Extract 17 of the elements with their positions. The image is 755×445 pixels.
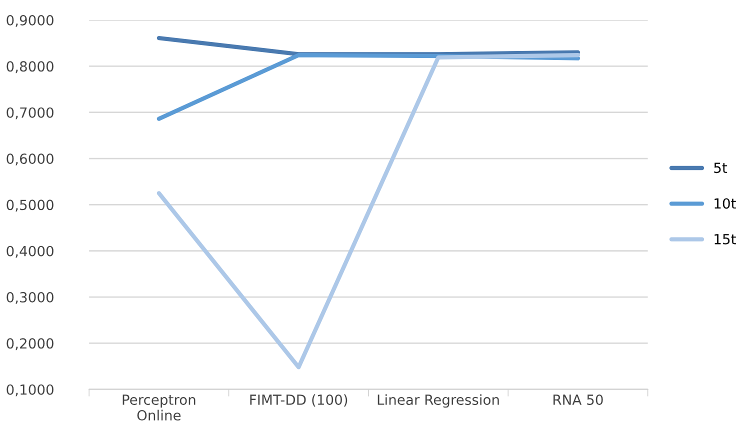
y-tick-label: 0,2000: [6, 338, 54, 350]
x-tick-label: RNA 50: [554, 394, 603, 405]
legend-label: 10t: [714, 198, 736, 209]
y-tick-label: 0,3000: [6, 292, 54, 304]
y-tick-label: 0,7000: [6, 107, 54, 120]
y-tick-label: 0,5000: [6, 200, 54, 212]
legend-label: 5t: [714, 162, 728, 174]
x-tick-label: Perceptron Online: [122, 394, 196, 421]
y-tick-label: 0,6000: [6, 154, 54, 166]
x-tick-label: Linear Regression: [378, 394, 499, 408]
y-tick-label: 0,1000: [6, 384, 54, 396]
x-tick-label: FIMT-DD (100): [250, 394, 348, 407]
y-tick-label: 0,8000: [6, 61, 54, 74]
y-tick-label: 0,4000: [6, 246, 54, 258]
y-tick-label: 0,9000: [6, 14, 54, 27]
legend-label: 15t: [714, 234, 736, 244]
line-series: [156, 53, 580, 370]
